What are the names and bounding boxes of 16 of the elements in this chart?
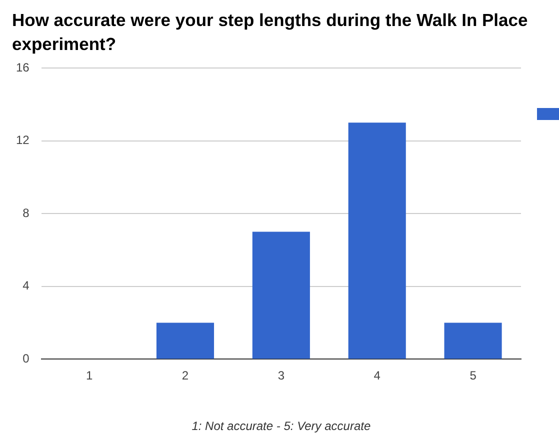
x-tick-label: 2 [182, 368, 189, 383]
y-tick-label: 8 [22, 206, 30, 220]
x-tick-label: 3 [278, 368, 285, 383]
bar [252, 232, 310, 359]
x-tick-label: 5 [470, 368, 477, 383]
y-tick-label: 12 [16, 133, 30, 148]
bar [444, 322, 502, 359]
x-tick-label: 1 [86, 368, 93, 383]
y-tick-label: 16 [16, 60, 30, 74]
bar [156, 322, 214, 359]
x-axis-title: 1: Not accurate - 5: Very accurate [192, 419, 371, 434]
chart-title: How accurate were your step lengths during the Walk In Place experiment? [12, 9, 529, 56]
y-tick-label: 4 [22, 278, 30, 293]
y-tick-label: 0 [22, 352, 30, 366]
bar [348, 122, 406, 359]
x-tick-label: 4 [374, 368, 381, 383]
